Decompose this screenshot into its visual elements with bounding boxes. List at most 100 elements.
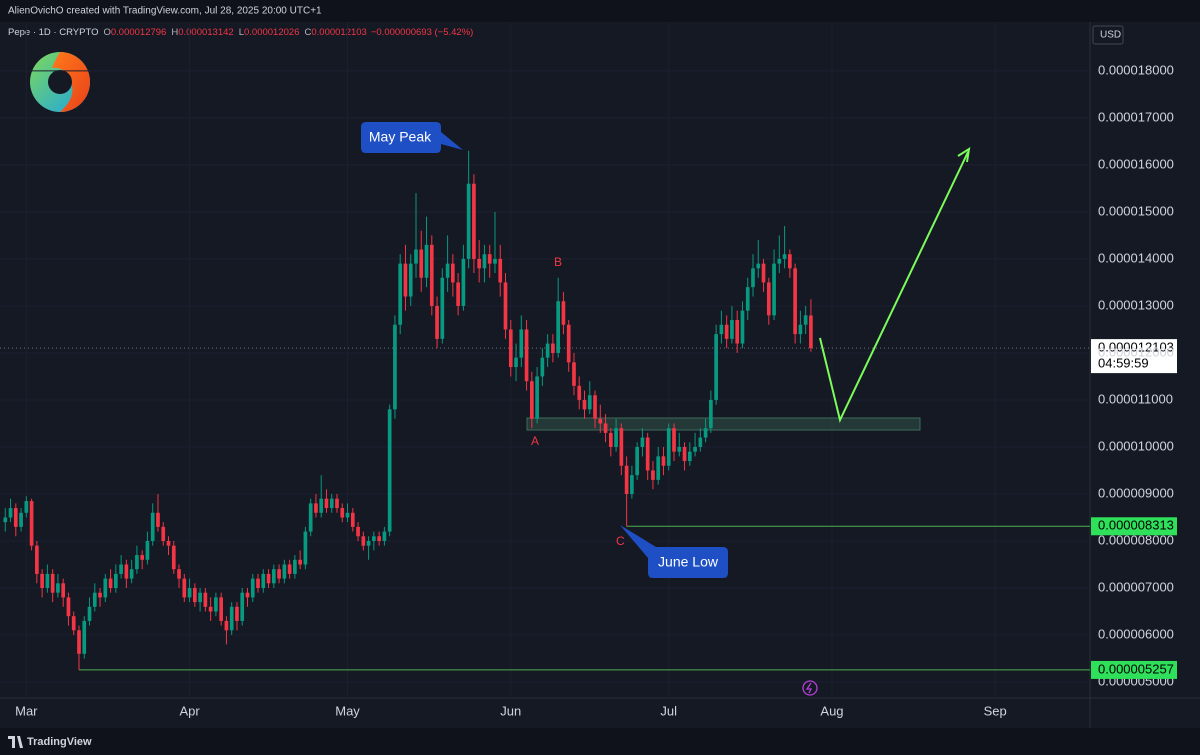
candle-body bbox=[13, 508, 18, 527]
candle-body bbox=[424, 244, 429, 278]
candle-body bbox=[98, 592, 102, 598]
candle-body bbox=[361, 536, 366, 546]
candle-body bbox=[445, 263, 450, 278]
candle-body bbox=[561, 301, 566, 325]
candle-body bbox=[598, 418, 603, 424]
candle-body bbox=[256, 578, 260, 588]
candle-body bbox=[656, 456, 661, 480]
candle-body bbox=[703, 428, 708, 438]
candle-body bbox=[103, 578, 108, 598]
candle-body bbox=[798, 324, 803, 335]
candle-body bbox=[730, 320, 734, 339]
price-tag bbox=[1091, 339, 1177, 374]
candle-body bbox=[356, 526, 360, 537]
candle-body bbox=[324, 498, 329, 509]
candle-body bbox=[766, 282, 771, 316]
candle-body bbox=[177, 569, 181, 579]
candle-body bbox=[429, 244, 434, 306]
candle-body bbox=[8, 508, 13, 518]
candle-body bbox=[224, 620, 229, 631]
candle-body bbox=[198, 592, 202, 603]
candle-body bbox=[245, 592, 250, 598]
arrow-head bbox=[957, 146, 971, 163]
symbol-legend: Pepe · 1D · CRYPTO O0.000012796 H0.0000131… bbox=[8, 27, 473, 38]
author-line: AlienOvichO created with TradingView.com… bbox=[8, 6, 322, 17]
projection-arrow bbox=[819, 151, 969, 423]
y-tick-label: 0.000014000 bbox=[1098, 250, 1174, 265]
y-tick-label: 0.000015000 bbox=[1098, 203, 1174, 218]
candle-body bbox=[287, 564, 292, 574]
x-tick-label: May bbox=[335, 703, 360, 718]
candle-body bbox=[271, 569, 276, 584]
candle-body bbox=[508, 329, 513, 368]
candle-body bbox=[3, 517, 8, 523]
candle-body bbox=[277, 569, 281, 579]
x-tick-label: Jul bbox=[660, 703, 677, 718]
countdown: 04:59:59 bbox=[1098, 356, 1149, 371]
candle-body bbox=[387, 409, 392, 532]
candle-body bbox=[87, 606, 92, 621]
wave-label: C bbox=[616, 534, 625, 548]
candle-body bbox=[108, 578, 113, 588]
level-tag bbox=[1091, 517, 1177, 536]
candle-body bbox=[577, 385, 582, 400]
candle-body bbox=[809, 315, 813, 349]
candle-body bbox=[456, 282, 460, 306]
legend-item: C bbox=[304, 27, 311, 38]
candle-body bbox=[419, 249, 424, 278]
price-tag-label: 0.000012103 bbox=[1098, 340, 1174, 355]
candle-body bbox=[735, 320, 740, 344]
candle-body bbox=[556, 301, 561, 353]
x-tick-label: Aug bbox=[820, 703, 843, 718]
candle-body bbox=[519, 329, 524, 358]
candle-body bbox=[540, 357, 545, 377]
x-tick-label: Sep bbox=[984, 703, 1007, 718]
candle-body bbox=[640, 437, 645, 447]
candle-body bbox=[645, 437, 650, 471]
candle-body bbox=[803, 315, 808, 325]
event-icon bbox=[802, 680, 818, 696]
candle-body bbox=[493, 258, 497, 264]
event-bolt bbox=[805, 682, 813, 694]
tv-logo bbox=[8, 736, 23, 748]
currency: USD bbox=[1100, 30, 1121, 41]
y-tick-label: 0.000018000 bbox=[1098, 62, 1174, 77]
candle-body bbox=[566, 324, 571, 363]
level-tag-label: 0.000008313 bbox=[1098, 518, 1174, 533]
callout-text: June Low bbox=[658, 554, 719, 570]
candle-body bbox=[250, 578, 255, 598]
y-tick-label: 0.000007000 bbox=[1098, 579, 1174, 594]
candle-body bbox=[145, 540, 150, 560]
candle-body bbox=[235, 606, 239, 621]
candle-body bbox=[124, 564, 129, 579]
candle-body bbox=[350, 512, 355, 527]
candle-body bbox=[582, 399, 587, 410]
candle-body bbox=[793, 268, 797, 335]
x-tick-label: Mar bbox=[15, 703, 38, 718]
demand-zone bbox=[526, 417, 921, 431]
legend-item: 0.000012026 bbox=[244, 27, 299, 38]
candle-body bbox=[377, 536, 381, 541]
y-tick-label: 0.000006000 bbox=[1098, 626, 1174, 641]
legend-item: H bbox=[171, 27, 178, 38]
callout-text: May Peak bbox=[369, 129, 432, 145]
candle-body bbox=[166, 540, 171, 546]
level-tag-label: 0.000005257 bbox=[1098, 661, 1174, 676]
candle-body bbox=[756, 263, 761, 269]
candle-body bbox=[472, 183, 476, 259]
callout-box bbox=[361, 122, 463, 153]
top-bar bbox=[0, 0, 1200, 22]
candle-body bbox=[171, 545, 176, 570]
grid bbox=[0, 22, 1090, 698]
candle-body bbox=[466, 183, 471, 259]
candle-body bbox=[282, 564, 287, 579]
candle-body bbox=[372, 536, 376, 541]
candle-body bbox=[761, 263, 766, 283]
candle-body bbox=[572, 362, 576, 386]
callout-box bbox=[620, 525, 728, 578]
y-tick-label: 0.000016000 bbox=[1098, 156, 1174, 171]
candle-body bbox=[366, 540, 371, 546]
candle-body bbox=[382, 531, 387, 541]
x-axis: Mar Apr May Jun Jul Aug Sep bbox=[15, 703, 1007, 718]
